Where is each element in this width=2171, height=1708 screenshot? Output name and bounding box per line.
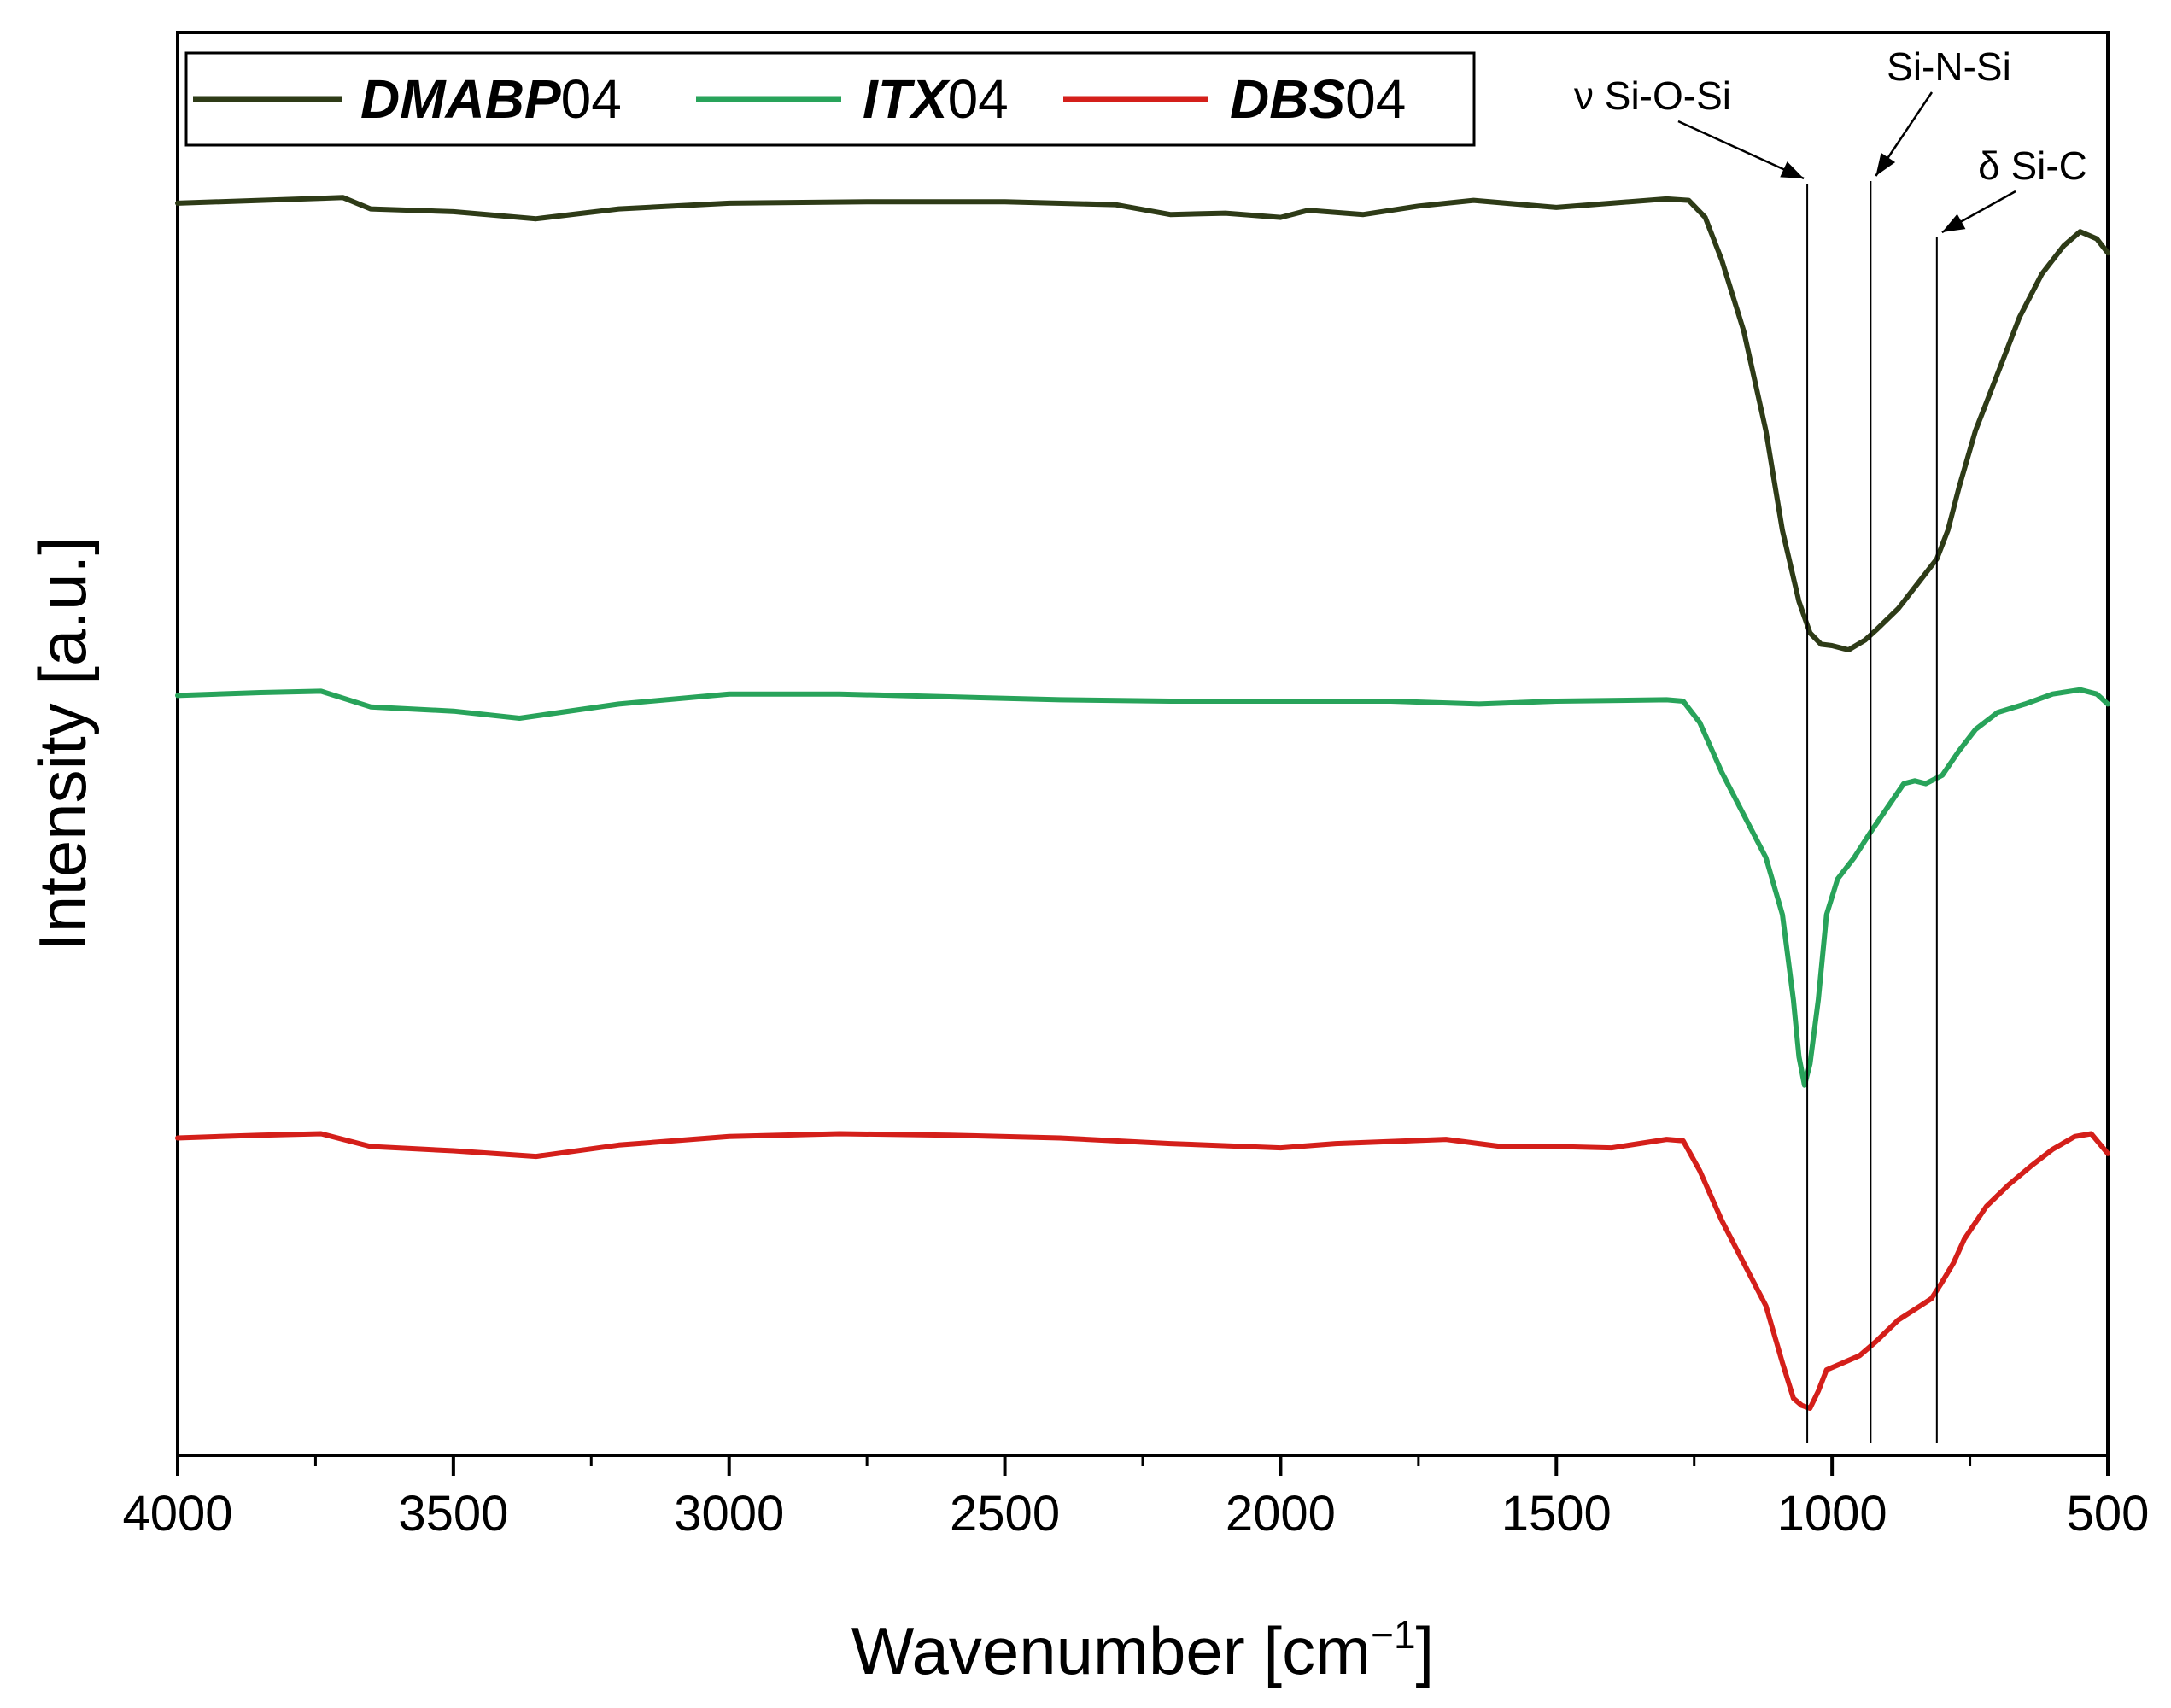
x-tick-label: 2500 <box>950 1486 1060 1541</box>
annotation-arrow-line <box>1677 120 1805 180</box>
x-tick-label: 2000 <box>1226 1486 1336 1541</box>
legend-label-dbs04: DBS04 <box>1230 68 1406 130</box>
annotation-label: ν Si-O-Si <box>1574 73 1731 118</box>
annotation-label: δ Si-C <box>1978 143 2087 188</box>
x-tick-label: 4000 <box>122 1486 232 1541</box>
legend-label-bold: DMABP <box>360 68 561 130</box>
legend: DMABP04 ITX04 DBS04 <box>184 51 1476 147</box>
x-axis-title-suffix: ] <box>1416 1613 1435 1688</box>
annotation-arrowhead <box>1875 152 1896 176</box>
annotation-label: Si-N-Si <box>1887 44 2011 89</box>
plot-frame <box>176 31 2110 1457</box>
legend-label-dmabp04: DMABP04 <box>360 68 622 130</box>
series-line-itx04 <box>175 687 2110 1088</box>
legend-label-bold: DBS <box>1230 68 1345 130</box>
x-tick-label: 3000 <box>674 1486 784 1541</box>
x-tick-label: 1000 <box>1777 1486 1887 1541</box>
x-axis-title-sup: −1 <box>1371 1612 1415 1657</box>
legend-label-itx04: ITX04 <box>863 68 1009 130</box>
legend-label-suffix: 04 <box>1345 68 1406 130</box>
x-tick-label: 3500 <box>398 1486 508 1541</box>
x-axis-title: Wavenumber [cm−1] <box>851 1612 1434 1688</box>
x-tick-label: 500 <box>2067 1486 2150 1541</box>
x-tick-label: 1500 <box>1501 1486 1612 1541</box>
y-axis-title: Intensity [a.u.] <box>25 536 100 951</box>
annotation-arrowhead <box>1780 161 1805 178</box>
plot-layer: 4000 3500 3000 2500 2000 1500 1000 500 Wavenumbe… <box>25 31 2150 1688</box>
series-line-dmabp04 <box>175 195 2110 652</box>
legend-label-suffix: 04 <box>561 68 622 130</box>
series-line-dbs04 <box>175 1131 2110 1411</box>
x-axis-title-text: Wavenumber [cm <box>851 1613 1371 1688</box>
legend-label-bold: ITX <box>863 68 951 130</box>
legend-label-suffix: 04 <box>948 68 1009 130</box>
annotation-arrowhead <box>1941 214 1966 232</box>
